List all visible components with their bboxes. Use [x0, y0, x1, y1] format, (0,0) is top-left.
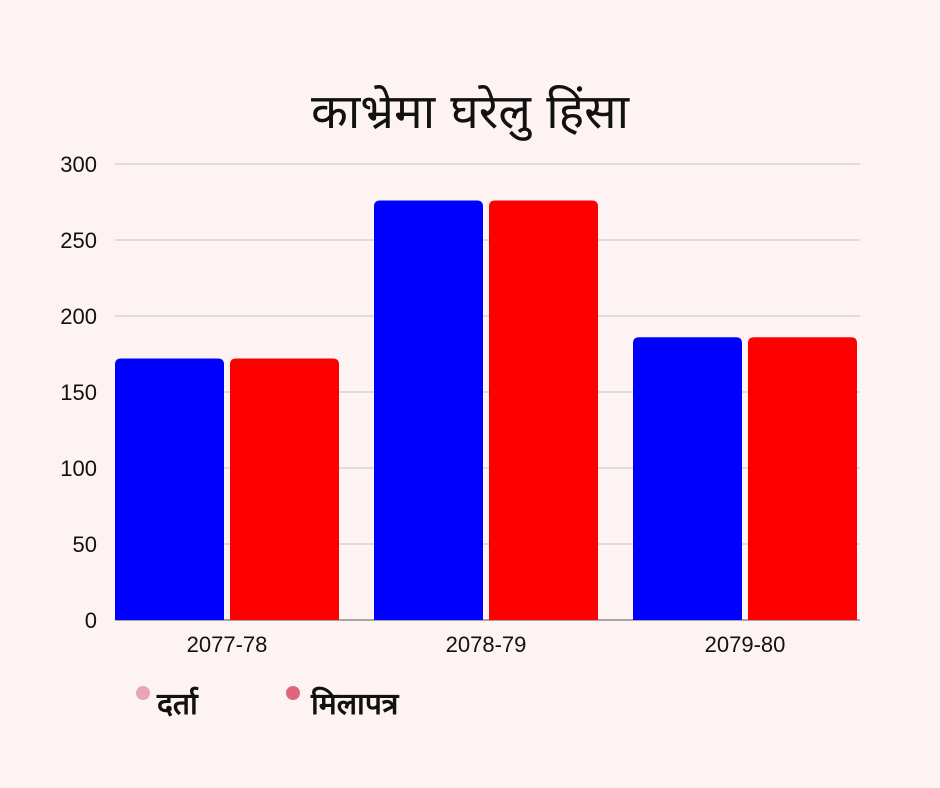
chart-title: काभ्रेमा घरेलु हिंसा — [311, 84, 631, 141]
bar-milapatra-2077-78 — [230, 358, 339, 620]
y-tick-label: 50 — [73, 532, 97, 557]
bar-milapatra-2079-80 — [748, 337, 857, 620]
x-tick-label: 2079-80 — [705, 632, 786, 657]
y-tick-label: 150 — [60, 380, 97, 405]
legend-label: दर्ता — [156, 686, 199, 722]
y-tick-label: 200 — [60, 304, 97, 329]
y-axis: 0 50 100 150 200 250 300 — [60, 152, 97, 633]
x-tick-label: 2078-79 — [446, 632, 527, 657]
x-axis: 2077-78 2078-79 2079-80 — [187, 632, 786, 657]
y-tick-label: 300 — [60, 152, 97, 177]
y-tick-label: 0 — [85, 608, 97, 633]
legend-marker — [286, 686, 300, 700]
bar-darta-2079-80 — [633, 337, 742, 620]
legend-label: मिलापत्र — [310, 686, 400, 722]
bars — [115, 200, 857, 621]
legend: दर्ता मिलापत्र — [136, 686, 400, 722]
y-tick-label: 100 — [60, 456, 97, 481]
x-tick-label: 2077-78 — [187, 632, 268, 657]
y-tick-label: 250 — [60, 228, 97, 253]
bar-milapatra-2078-79 — [489, 200, 598, 621]
bar-darta-2078-79 — [374, 200, 483, 621]
bar-darta-2077-78 — [115, 358, 224, 620]
legend-marker — [136, 686, 150, 700]
